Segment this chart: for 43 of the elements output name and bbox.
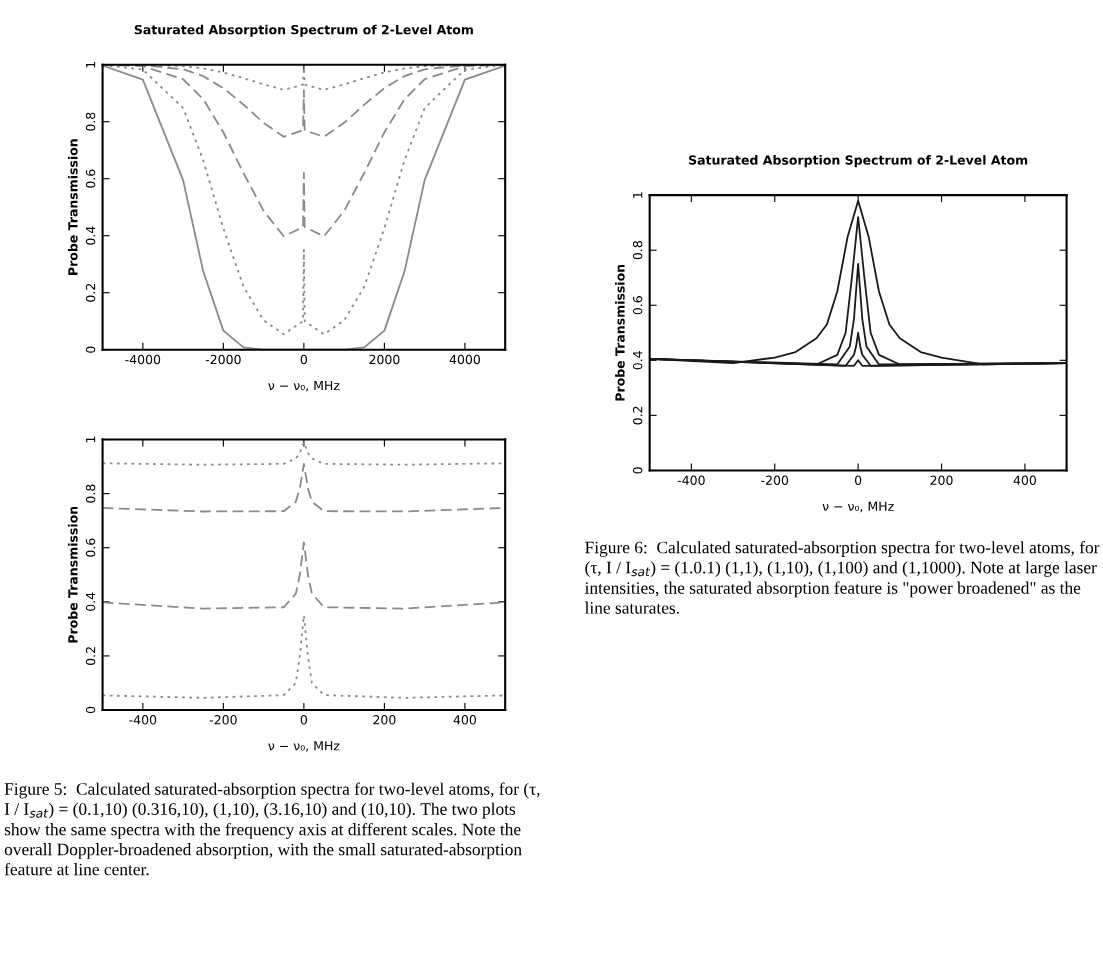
chart-title: Saturated Absorption Spectrum of 2-Level Atom xyxy=(689,155,1028,168)
y-tick-label: 0.8 xyxy=(85,484,96,503)
x-tick-label: -400 xyxy=(129,715,157,725)
y-tick-label: 0.4 xyxy=(632,351,643,370)
y-tick-label: 0.4 xyxy=(85,592,96,611)
y-axis-title: Probe Transmission xyxy=(67,139,78,275)
x-axis-title: ν − ν₀, MHz xyxy=(268,380,340,392)
x-tick-label: 4000 xyxy=(449,354,480,365)
x-tick-label: 400 xyxy=(1013,475,1037,485)
x-tick-label: 0 xyxy=(300,715,308,725)
x-tick-label: 0 xyxy=(854,475,862,485)
y-tick-label: 0.2 xyxy=(632,406,643,425)
x-tick-label: -2000 xyxy=(205,354,241,365)
caption: Figure 5: Calculated saturated-absorption spectra for two-level atoms, for (τ, I / I$_{sat}$) = (0.1,10) (0.316,10), (1,10), (3.16,10) and (10,10). The two plots show the same spectra with the frequency axis at different scales. Note the overall Doppler-broadened absorption, with the small saturated-absorption feature at line center. xyxy=(4,782,540,876)
x-tick-label: 200 xyxy=(930,475,953,485)
x-tick-label: -400 xyxy=(677,475,705,485)
y-tick-label: 0.4 xyxy=(85,226,96,245)
y-tick-label: 1 xyxy=(86,436,96,443)
x-tick-label: 200 xyxy=(373,715,396,725)
y-tick-label: 0.6 xyxy=(85,538,96,557)
y-axis-title: Probe Transmission xyxy=(67,506,78,643)
caption: Figure 6: Calculated saturated-absorption spectra for two-level atoms, for (τ, I / I$_{sat}$) = (1.0.1) (1,1), (1,10), (1,100) and (1,1000). Note at large laser intensities, the saturated absorption feature is "power broadened" as the line saturates. xyxy=(584,540,1100,614)
y-tick-label: 1 xyxy=(86,61,96,68)
x-tick-label: 0 xyxy=(300,354,308,365)
x-tick-label: 400 xyxy=(453,715,477,725)
x-axis-title: ν − ν₀, MHz xyxy=(268,741,340,752)
x-tick-label: 2000 xyxy=(369,354,400,365)
chart-title: Saturated Absorption Spectrum of 2-Level Atom xyxy=(134,24,473,37)
y-tick-label: 0 xyxy=(85,346,96,353)
y-tick-label: 0.6 xyxy=(85,169,96,188)
y-tick-label: 0.2 xyxy=(85,647,96,666)
y-tick-label: 0.8 xyxy=(85,112,96,131)
y-tick-label: 0.6 xyxy=(632,296,643,315)
y-tick-label: 0 xyxy=(632,467,643,474)
y-tick-label: 1 xyxy=(633,192,643,198)
y-tick-label: 0.8 xyxy=(632,241,643,260)
x-tick-label: -200 xyxy=(761,475,789,485)
y-tick-label: 0.2 xyxy=(85,284,96,302)
x-tick-label: -4000 xyxy=(125,354,161,365)
x-axis-title: ν − ν₀, MHz xyxy=(822,501,894,513)
y-axis-title: Probe Transmission xyxy=(615,264,625,401)
y-tick-label: 0 xyxy=(85,706,96,714)
x-tick-label: -200 xyxy=(209,715,237,725)
